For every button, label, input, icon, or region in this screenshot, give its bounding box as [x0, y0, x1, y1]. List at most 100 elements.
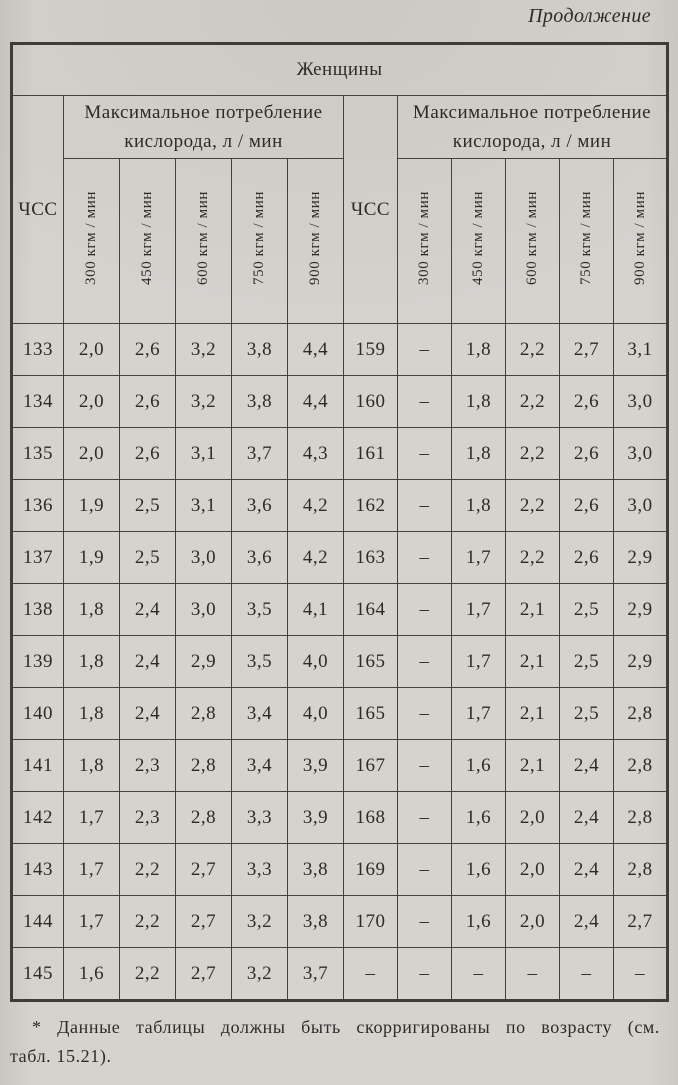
consumption-value-cell: 1,8	[63, 583, 120, 636]
consumption-value-cell: 2,8	[175, 687, 232, 740]
consumption-value-cell: 4,2	[287, 531, 344, 584]
table-title-row: Женщины	[10, 43, 669, 96]
consumption-value-cell: 4,0	[287, 635, 344, 688]
table-row: 135 2,0 2,6 3,1 3,7 4,3 161–1,8 2,2 2,6 3,0	[11, 427, 669, 480]
load-header-right-600: 600 кгм / мин	[505, 158, 560, 324]
hr-value-cell: 144	[11, 895, 64, 948]
load-header-left-750: 750 кгм / мин	[231, 158, 288, 324]
consumption-value-cell: 4,4	[287, 375, 344, 428]
consumption-value-cell: 2,6	[119, 375, 176, 428]
footnote-line-1: * Данные таблицы должны быть скорригиров…	[32, 1017, 660, 1037]
load-header-label: 900 кгм / мин	[631, 191, 648, 285]
table-row: 141 1,8 2,3 2,8 3,4 3,9 167–1,6 2,1 2,4 2,8	[11, 739, 669, 792]
consumption-value-cell: 1,7	[451, 687, 506, 740]
table-row: 134 2,0 2,6 3,2 3,8 4,4 160–1,8 2,2 2,6 3,0	[11, 375, 669, 428]
consumption-value-cell: 3,9	[287, 739, 344, 792]
group-header-row: ЧСС Максимальное потребление кислорода, …	[11, 95, 669, 324]
consumption-value-cell: –	[397, 375, 452, 428]
hr-header-left: ЧСС	[11, 95, 64, 324]
consumption-value-cell: 3,8	[231, 375, 288, 428]
hr-value-cell: 140	[11, 687, 64, 740]
consumption-value-cell: 2,2	[119, 843, 176, 896]
consumption-value-cell: 2,7	[175, 947, 232, 1001]
hr-value-cell: 145	[11, 947, 64, 1001]
consumption-value-cell: 1,6	[451, 895, 506, 948]
consumption-value-cell: –	[397, 687, 452, 740]
hr-value-cell: 133	[11, 323, 64, 376]
hr-value-cell: 142	[11, 791, 64, 844]
consumption-value-cell: 2,2	[505, 427, 560, 480]
table-row: 139 1,8 2,4 2,9 3,5 4,0 165–1,7 2,1 2,5 2,9	[11, 635, 669, 688]
consumption-value-cell: 3,6	[231, 479, 288, 532]
hr-value-cell: 141	[11, 739, 64, 792]
consumption-value-cell: 3,0	[612, 479, 669, 532]
hr-value-cell: 135	[11, 427, 64, 480]
consumption-value-cell: –	[397, 843, 452, 896]
consumption-value-cell: 2,4	[119, 687, 176, 740]
hr-value-cell: 134	[11, 375, 64, 428]
load-header-right-450: 450 кгм / мин	[451, 158, 506, 324]
hr-header-right: ЧСС	[343, 95, 398, 324]
consumption-value-cell: 2,5	[559, 635, 614, 688]
hr-value-cell: 170	[343, 895, 398, 948]
consumption-value-cell: 2,5	[119, 479, 176, 532]
consumption-value-cell: 2,5	[119, 531, 176, 584]
load-header-right-750: 750 кгм / мин	[559, 158, 614, 324]
consumption-value-cell: 2,4	[119, 583, 176, 636]
consumption-value-cell: 3,2	[231, 947, 288, 1001]
consumption-value-cell: –	[397, 791, 452, 844]
consumption-value-cell: 2,9	[612, 635, 669, 688]
load-header-right-900: 900 кгм / мин	[612, 158, 669, 324]
consumption-value-cell: 1,6	[63, 947, 120, 1001]
consumption-value-cell: 1,9	[63, 531, 120, 584]
consumption-value-cell: 1,8	[63, 635, 120, 688]
consumption-value-cell: 2,1	[505, 739, 560, 792]
oxygen-consumption-table: Женщины ЧСС Максимальное потребление кис…	[10, 42, 670, 1002]
consumption-value-cell: 2,7	[175, 895, 232, 948]
hr-value-cell: –	[343, 947, 398, 1001]
table-row: 142 1,7 2,3 2,8 3,3 3,9 168–1,6 2,0 2,4 2,8	[11, 791, 669, 844]
table-title: Женщины	[10, 43, 669, 96]
consumption-value-cell: 1,8	[451, 427, 506, 480]
load-header-label: 450 кгм / мин	[139, 191, 155, 285]
consumption-value-cell: 2,6	[559, 479, 614, 532]
consumption-value-cell: 3,2	[231, 895, 288, 948]
consumption-value-cell: 2,4	[119, 635, 176, 688]
footnote-line-2: табл. 15.21).	[10, 1046, 112, 1066]
hr-value-cell: 169	[343, 843, 398, 896]
consumption-value-cell: –	[397, 427, 452, 480]
consumption-header-right: Максимальное потребление кислорода, л / …	[396, 95, 669, 159]
consumption-value-cell: 2,6	[559, 375, 614, 428]
consumption-value-cell: 2,8	[612, 843, 669, 896]
consumption-value-cell: 3,4	[231, 687, 288, 740]
consumption-value-cell: 3,2	[175, 323, 232, 376]
consumption-header-left: Максимальное потребление кислорода, л / …	[63, 95, 344, 159]
consumption-value-cell: 2,0	[63, 375, 120, 428]
consumption-value-cell: 3,8	[231, 323, 288, 376]
consumption-value-cell: 2,2	[505, 531, 560, 584]
hr-value-cell: 162	[343, 479, 398, 532]
consumption-value-cell: –	[397, 895, 452, 948]
hr-value-cell: 168	[343, 791, 398, 844]
consumption-value-cell: –	[397, 635, 452, 688]
consumption-value-cell: 3,6	[231, 531, 288, 584]
hr-value-cell: 137	[11, 531, 64, 584]
load-header-label: 300 кгм / мин	[416, 191, 432, 285]
consumption-value-cell: 3,0	[175, 583, 232, 636]
consumption-value-cell: 3,1	[175, 427, 232, 480]
consumption-value-cell: 3,9	[287, 791, 344, 844]
continuation-label: Продолжение	[528, 5, 651, 27]
consumption-value-cell: 2,6	[559, 531, 614, 584]
consumption-value-cell: 3,1	[175, 479, 232, 532]
load-header-left-600: 600 кгм / мин	[175, 158, 232, 324]
consumption-value-cell: 3,5	[231, 583, 288, 636]
consumption-value-cell: 2,1	[505, 583, 560, 636]
load-header-right-300: 300 кгм / мин	[397, 158, 452, 324]
load-header-label: 600 кгм / мин	[524, 191, 540, 285]
footnote: * Данные таблицы должны быть скорригиров…	[10, 1014, 660, 1070]
hr-value-cell: 167	[343, 739, 398, 792]
consumption-value-cell: 4,3	[287, 427, 344, 480]
consumption-value-cell: 3,0	[612, 427, 669, 480]
consumption-value-cell: 2,0	[505, 843, 560, 896]
hr-value-cell: 164	[343, 583, 398, 636]
